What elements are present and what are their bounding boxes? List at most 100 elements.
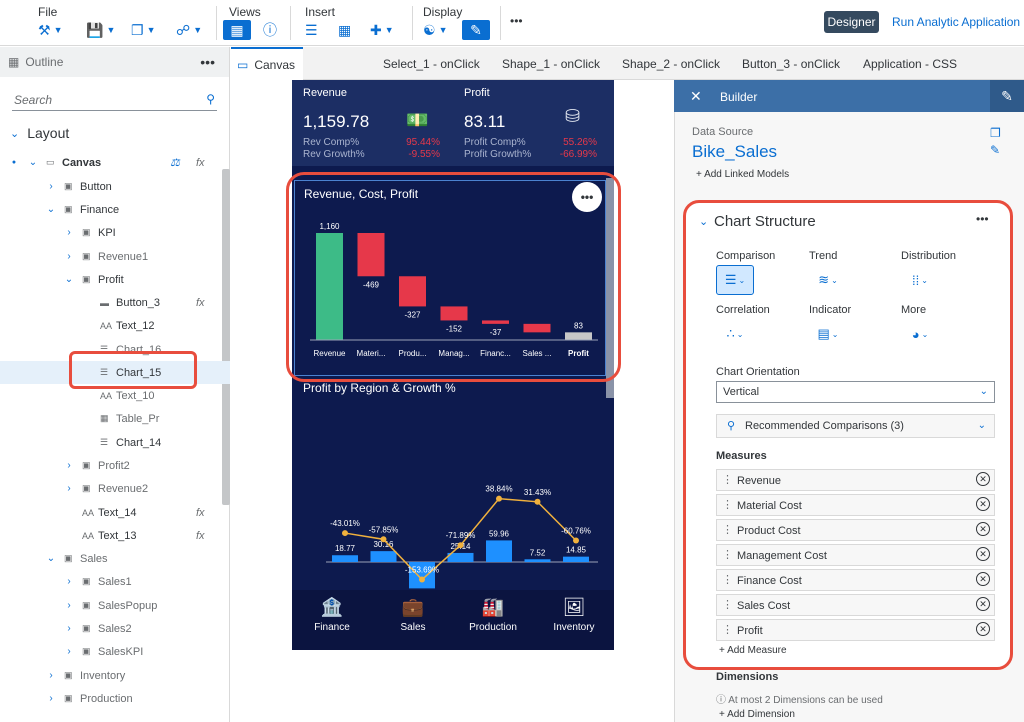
outline-item-sales1[interactable]: › ▣ Sales1 — [0, 570, 230, 593]
drag-handle-icon[interactable]: ⋮ — [722, 549, 733, 561]
drag-handle-icon[interactable]: ⋮ — [722, 574, 733, 586]
outline-item-canvas[interactable]: ● ⌄ ▭ Canvas ⚖ fx — [0, 151, 230, 174]
table-insert-icon[interactable]: ▦ — [338, 21, 352, 38]
insert-menu[interactable]: Insert — [305, 5, 336, 19]
outline-item-text-14[interactable]: AA Text_14 fx — [0, 501, 230, 524]
outline-item-button[interactable]: › ▣ Button — [0, 175, 230, 198]
chevron-right-icon[interactable]: › — [67, 460, 71, 471]
chevron-down-icon[interactable]: ⌄ — [64, 274, 74, 285]
remove-icon[interactable]: ✕ — [976, 622, 990, 636]
remove-icon[interactable]: ✕ — [976, 572, 990, 586]
tab-button3-onclick[interactable]: Button_3 - onClick — [742, 56, 841, 71]
css-icon[interactable]: ✎ — [462, 20, 490, 40]
chevron-right-icon[interactable]: › — [67, 600, 71, 611]
outline-item-sales[interactable]: ⌄ ▣ Sales — [0, 547, 230, 570]
recommended-comparisons[interactable]: ⚲ Recommended Comparisons (3) ⌄ — [716, 414, 995, 438]
chevron-right-icon[interactable]: › — [67, 227, 71, 238]
script-fx-icon[interactable]: fx — [196, 529, 205, 542]
remove-icon[interactable]: ✕ — [976, 497, 990, 511]
tab-shape2-onclick[interactable]: Shape_2 - onClick — [622, 56, 721, 71]
distribution-type-button[interactable]: ⁞⁞ ⌄ — [912, 272, 928, 288]
chart-more-icon[interactable]: ••• — [572, 182, 602, 212]
more-type-button[interactable]: ◕ ⌄ — [911, 326, 929, 342]
outline-item-profit2[interactable]: › ▣ Profit2 — [0, 454, 230, 477]
measure-revenue[interactable]: ⋮ Revenue ✕ — [716, 469, 995, 491]
tab-select1-onclick[interactable]: Select_1 - onClick — [383, 56, 480, 71]
chevron-right-icon[interactable]: › — [67, 251, 71, 262]
nav-sales[interactable]: 💼 Sales — [378, 597, 448, 633]
waterfall-chart[interactable]: Revenue, Cost, Profit 1,160 Revenue -469 Ma… — [294, 180, 606, 374]
outline-item-kpi[interactable]: › ▣ KPI — [0, 221, 230, 244]
outline-item-revenue1[interactable]: › ▣ Revenue1 — [0, 245, 230, 268]
copy-icon[interactable]: ❐ ▼ — [131, 21, 156, 38]
chevron-right-icon[interactable]: › — [49, 670, 53, 681]
info-icon[interactable]: ⓘ — [263, 22, 277, 38]
outline-item-text-12[interactable]: AA Text_12 — [0, 314, 230, 337]
add-linked-models-link[interactable]: + Add Linked Models — [696, 169, 790, 180]
outline-item-production[interactable]: › ▣ Production — [0, 687, 230, 710]
chevron-down-icon[interactable]: ⌄ — [10, 127, 20, 140]
run-app-link[interactable]: Run Analytic Application — [892, 15, 1021, 29]
chevron-right-icon[interactable]: › — [67, 623, 71, 634]
outline-view-icon[interactable]: ▦ — [223, 20, 251, 40]
drag-handle-icon[interactable]: ⋮ — [722, 624, 733, 636]
outline-item-inventory[interactable]: › ▣ Inventory — [0, 664, 230, 687]
save-icon[interactable]: 💾 ▼ — [86, 21, 116, 38]
more-toolbar[interactable]: ••• — [510, 14, 523, 28]
chevron-down-icon[interactable]: ⌄ — [46, 204, 56, 215]
revenue-kpi-card[interactable]: Revenue 1,159.78 💵 Rev Comp% 95.44% Rev … — [292, 80, 453, 166]
nav-inventory[interactable]: 🖼 Inventory — [539, 597, 609, 633]
outline-scrollbar[interactable] — [222, 169, 230, 505]
chart-structure-more-icon[interactable]: ••• — [976, 212, 989, 226]
script-fx-icon[interactable]: fx — [196, 506, 205, 519]
measure-product-cost[interactable]: ⋮ Product Cost ✕ — [716, 519, 995, 541]
more-icon[interactable]: ••• — [510, 14, 523, 28]
add-dimension-link[interactable]: + Add Dimension — [719, 709, 795, 720]
layout-header[interactable]: ⌄ Layout — [10, 125, 69, 141]
remove-icon[interactable]: ✕ — [976, 522, 990, 536]
outline-item-table-pr[interactable]: ▦ Table_Pr — [0, 407, 230, 430]
data-source-name[interactable]: Bike_Sales — [692, 142, 778, 161]
drag-handle-icon[interactable]: ⋮ — [722, 524, 733, 536]
chevron-down-icon[interactable]: ⌄ — [699, 216, 709, 228]
outline-item-sales2[interactable]: › ▣ Sales2 — [0, 617, 230, 640]
linked-models-icon[interactable]: ❐ — [990, 126, 1001, 140]
outline-search-input[interactable]: Search ⚲ — [12, 89, 217, 111]
outline-item-saleskpi[interactable]: › ▣ SalesKPI — [0, 640, 230, 663]
add-icon[interactable]: ✚ ▼ — [370, 21, 394, 38]
outline-more-icon[interactable]: ••• — [200, 54, 215, 70]
outline-item-finance[interactable]: ⌄ ▣ Finance — [0, 198, 230, 221]
drag-handle-icon[interactable]: ⋮ — [722, 599, 733, 611]
orientation-select[interactable]: Vertical ⌄ — [716, 381, 995, 403]
remove-icon[interactable]: ✕ — [976, 597, 990, 611]
css-icon[interactable]: ⚖ — [170, 157, 180, 169]
measure-management-cost[interactable]: ⋮ Management Cost ✕ — [716, 544, 995, 566]
remove-icon[interactable]: ✕ — [976, 547, 990, 561]
edit-icon[interactable]: ✎ — [990, 143, 1001, 157]
tab-application-css[interactable]: Application - CSS — [863, 56, 958, 71]
outline-item-profit[interactable]: ⌄ ▣ Profit — [0, 268, 230, 291]
chevron-down-icon[interactable]: ⌄ — [46, 553, 56, 564]
drag-handle-icon[interactable]: ⋮ — [722, 499, 733, 511]
outline-item-button-3[interactable]: ▬ Button_3 fx — [0, 291, 230, 314]
styling-icon[interactable]: ✎ — [990, 80, 1024, 112]
region-chart-svg[interactable]: 18.77Northeast30.16Each China-73.29Middl… — [292, 400, 614, 610]
chart-insert-icon[interactable]: ☰ — [305, 21, 318, 38]
correlation-type-button[interactable]: ∴ ⌄ — [726, 326, 744, 341]
chevron-right-icon[interactable]: › — [67, 576, 71, 587]
remove-icon[interactable]: ✕ — [976, 472, 990, 486]
measure-sales-cost[interactable]: ⋮ Sales Cost ✕ — [716, 594, 995, 616]
tools-icon[interactable]: ⚒ ▼ — [38, 21, 63, 38]
display-menu[interactable]: Display — [423, 5, 463, 19]
nav-finance[interactable]: 🏦 Finance — [297, 597, 367, 633]
theme-icon[interactable]: ☯ ▼ — [423, 21, 448, 38]
profit-kpi-card[interactable]: Profit 83.11 ⛁ Profit Comp% 55.26% Profi… — [453, 80, 614, 166]
chevron-right-icon[interactable]: › — [67, 646, 71, 657]
designer-button[interactable]: Designer — [824, 11, 879, 33]
search-icon[interactable]: ⚲ — [206, 92, 215, 106]
trend-type-button[interactable]: ≋ ⌄ — [818, 272, 838, 287]
chevron-right-icon[interactable]: › — [49, 693, 53, 704]
nav-production[interactable]: 🏭 Production — [458, 597, 528, 633]
tab-canvas[interactable]: ▭ Canvas — [231, 47, 304, 81]
measure-profit[interactable]: ⋮ Profit ✕ — [716, 619, 995, 641]
